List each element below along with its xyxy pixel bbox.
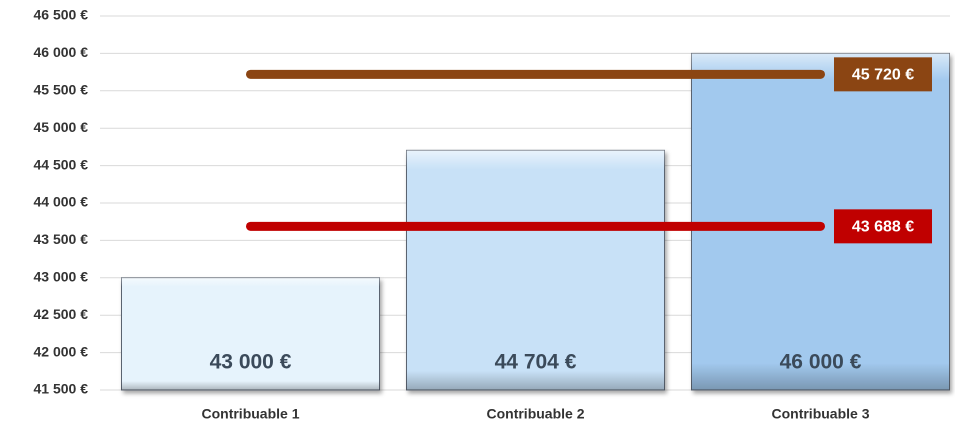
- bar-bevel: [121, 277, 380, 390]
- y-tick-label: 43 000 €: [34, 269, 89, 285]
- y-tick-label: 45 000 €: [34, 119, 89, 135]
- y-tick-label: 42 500 €: [34, 306, 89, 322]
- reference-label: 43 688 €: [852, 219, 914, 236]
- x-tick-label: Contribuable 2: [486, 406, 584, 422]
- value-label: 44 704 €: [495, 351, 577, 374]
- value-label: 43 000 €: [210, 351, 292, 374]
- x-tick-label: Contribuable 1: [201, 406, 299, 422]
- y-tick-label: 41 500 €: [34, 381, 89, 397]
- y-tick-label: 45 500 €: [34, 82, 89, 98]
- reference-label-box: [834, 57, 932, 92]
- x-tick-label: Contribuable 3: [771, 406, 869, 422]
- y-tick-label: 44 000 €: [34, 194, 89, 210]
- bar-bevel: [406, 150, 665, 390]
- value-label: 46 000 €: [780, 351, 862, 374]
- y-tick-label: 44 500 €: [34, 156, 89, 172]
- y-tick-label: 46 000 €: [34, 44, 89, 60]
- y-tick-label: 42 000 €: [34, 343, 89, 359]
- y-tick-label: 46 500 €: [34, 7, 89, 23]
- reference-label-box: [834, 209, 932, 244]
- y-tick-label: 43 500 €: [34, 231, 89, 247]
- reference-label: 45 720 €: [852, 67, 914, 84]
